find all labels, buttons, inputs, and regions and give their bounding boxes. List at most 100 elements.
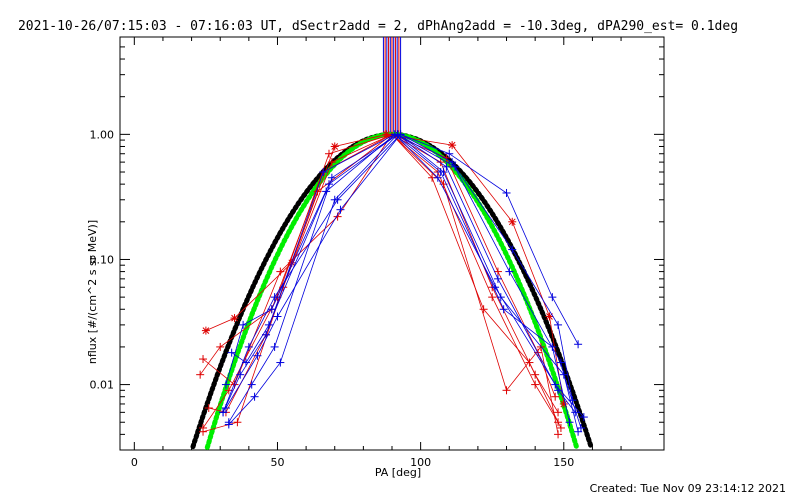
plus-marker <box>502 188 511 197</box>
x-tick-label: 100 <box>410 456 431 469</box>
plus-marker <box>436 168 445 177</box>
plus-marker <box>267 305 276 314</box>
plus-marker <box>479 305 488 314</box>
plus-marker <box>448 158 457 167</box>
plus-marker <box>505 267 514 276</box>
vertical-line-bundle <box>382 37 402 135</box>
plus-marker <box>216 342 225 351</box>
series-line <box>228 133 576 423</box>
plus-marker <box>273 312 282 321</box>
y-tick-label: 0.10 <box>90 253 115 266</box>
star-marker <box>545 312 554 321</box>
plus-marker <box>531 380 540 389</box>
blue-series <box>219 130 588 422</box>
marker-d2 <box>560 400 568 408</box>
series-line <box>222 133 585 418</box>
x-tick-label: 0 <box>131 456 138 469</box>
red-series <box>204 130 565 432</box>
plus-marker <box>233 418 242 427</box>
plus-marker <box>436 158 445 167</box>
plus-marker <box>579 413 588 422</box>
plus-marker <box>239 320 248 329</box>
marker-d2 <box>231 314 238 322</box>
plus-marker <box>221 380 230 389</box>
plus-marker <box>493 267 502 276</box>
blue-series <box>224 130 580 427</box>
plus-marker <box>442 162 451 171</box>
axis-ticks: 0 50 100 150 1.00 0.10 0.01 <box>90 36 664 469</box>
plus-marker <box>548 342 557 351</box>
y-tick-label: 1.00 <box>90 128 115 141</box>
x-axis-label: PA [deg] <box>375 466 421 479</box>
series-line <box>199 133 559 423</box>
x-tick-label: 150 <box>553 456 574 469</box>
plus-marker <box>571 408 580 417</box>
plus-marker <box>227 348 236 357</box>
marker-d2 <box>508 218 516 226</box>
plus-marker <box>253 351 262 360</box>
plus-marker <box>433 173 442 182</box>
y-tick-label: 0.01 <box>90 379 115 392</box>
plus-marker <box>556 358 565 367</box>
plus-marker <box>327 173 336 182</box>
data-series <box>196 130 588 439</box>
star-marker <box>201 326 210 335</box>
plus-marker <box>393 130 402 139</box>
model-curves <box>190 131 594 450</box>
plus-marker <box>327 158 336 167</box>
plus-marker <box>224 418 233 427</box>
plus-marker <box>270 342 279 351</box>
plus-marker <box>330 195 339 204</box>
plus-marker <box>508 245 517 254</box>
plus-marker <box>196 370 205 379</box>
plus-marker <box>319 168 328 177</box>
plus-marker <box>554 430 563 439</box>
created-timestamp: Created: Tue Nov 09 23:14:12 2021 <box>590 482 786 495</box>
marker-d2 <box>202 327 210 334</box>
chart-title: 2021-10-26/07:15:03 - 07:16:03 UT, dSect… <box>18 19 738 34</box>
series-line <box>225 133 579 432</box>
series-line <box>208 133 562 429</box>
plus-marker <box>325 149 334 158</box>
star-marker <box>448 141 457 150</box>
plus-marker <box>276 267 285 276</box>
marker-d2 <box>448 141 456 149</box>
plus-marker <box>502 386 511 395</box>
plus-marker <box>199 355 208 364</box>
plus-marker <box>241 358 250 367</box>
plus-marker <box>221 403 230 412</box>
plus-marker <box>556 423 565 432</box>
plus-marker <box>236 370 245 379</box>
plus-marker <box>499 305 508 314</box>
plot-area: 0 50 100 150 1.00 0.10 0.01 <box>90 36 665 469</box>
plus-marker <box>276 358 285 367</box>
plus-marker <box>565 418 574 427</box>
black-model-curve <box>190 131 594 450</box>
plus-marker <box>551 392 560 401</box>
plus-marker <box>219 408 228 417</box>
plus-marker <box>445 149 454 158</box>
plus-marker <box>554 386 563 395</box>
plus-marker <box>554 408 563 417</box>
plus-marker <box>574 427 583 436</box>
plus-marker <box>336 205 345 214</box>
star-marker <box>330 142 339 151</box>
star-marker <box>508 217 517 226</box>
blue-series <box>221 130 577 405</box>
plus-marker <box>247 380 256 389</box>
blue-series <box>219 130 583 417</box>
star-marker <box>230 314 239 323</box>
plus-marker <box>250 392 259 401</box>
plus-marker <box>548 293 557 302</box>
plus-marker <box>525 358 534 367</box>
plus-marker <box>199 427 208 436</box>
y-axis-label: nflux [#/(cm^2 s sr MeV)] <box>86 220 99 364</box>
marker-d2 <box>331 143 339 150</box>
plus-marker <box>204 403 213 412</box>
plus-marker <box>574 340 583 349</box>
x-tick-label: 50 <box>270 456 284 469</box>
plus-marker <box>493 274 502 283</box>
plus-marker <box>264 320 273 329</box>
plus-marker <box>554 320 563 329</box>
